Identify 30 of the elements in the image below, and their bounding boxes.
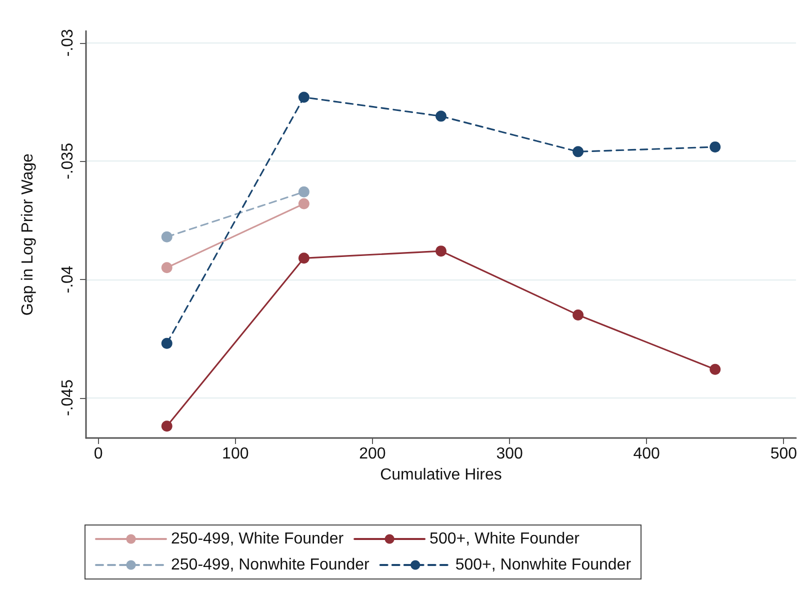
x-tick-label: 300 [496,446,523,462]
point [161,420,172,432]
point [710,141,721,152]
point [161,231,172,242]
x-tick-label: 500 [770,446,798,462]
point [161,262,172,274]
point [572,146,584,158]
legend-label: 250-499, Nonwhite Founder [171,556,370,574]
legend-label: 500+, Nonwhite Founder [455,556,632,574]
x-tick-label: 400 [633,446,660,462]
x-axis-title: Cumulative Hires [380,466,502,484]
legend-label: 250-499, White Founder [171,530,344,548]
point [710,364,721,375]
y-tick-label: -.04 [60,266,76,294]
x-tick-label: 200 [359,446,386,462]
point [298,252,310,264]
y-tick-label: -.03 [60,28,76,57]
point [572,309,584,320]
point [298,198,310,210]
y-tick-label: -.045 [60,379,76,416]
point [298,186,310,198]
x-tick-label: 0 [94,446,103,462]
y-axis-title: Gap in Log Prior Wage [20,153,36,316]
x-tick-label: 100 [222,446,249,462]
point [436,110,446,122]
y-tick-label: -.035 [60,142,76,180]
legend-label: 500+, White Founder [430,530,580,548]
point [298,92,310,103]
point [161,338,172,349]
point [436,246,446,257]
